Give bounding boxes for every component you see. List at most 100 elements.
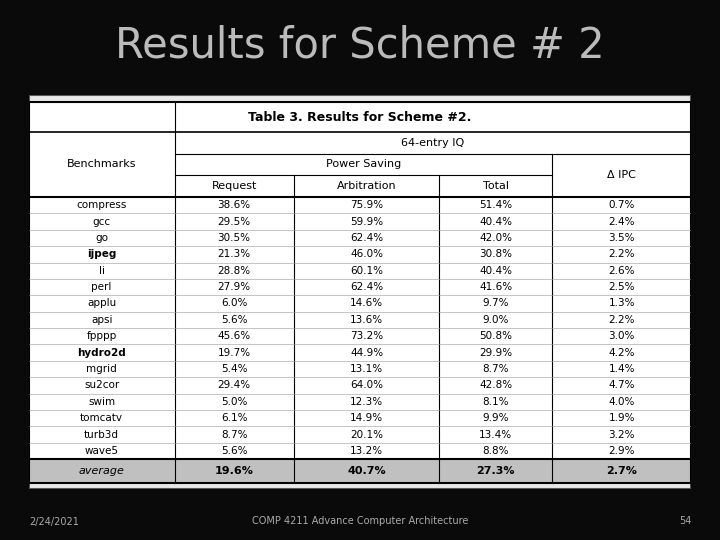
- Text: 5.6%: 5.6%: [221, 315, 248, 325]
- Text: 13.4%: 13.4%: [480, 429, 513, 440]
- Text: 5.6%: 5.6%: [221, 446, 248, 456]
- Text: 29.4%: 29.4%: [217, 380, 251, 390]
- Text: 8.8%: 8.8%: [482, 446, 509, 456]
- Text: 40.7%: 40.7%: [347, 466, 386, 476]
- Text: 60.1%: 60.1%: [350, 266, 383, 276]
- Text: 28.8%: 28.8%: [217, 266, 251, 276]
- Text: 62.4%: 62.4%: [350, 282, 383, 292]
- Text: Δ IPC: Δ IPC: [607, 170, 636, 180]
- Text: 29.9%: 29.9%: [480, 348, 513, 357]
- Text: 2.2%: 2.2%: [608, 315, 635, 325]
- FancyBboxPatch shape: [29, 459, 691, 483]
- Text: gcc: gcc: [93, 217, 111, 227]
- Text: 13.1%: 13.1%: [350, 364, 383, 374]
- Text: 2/24/2021: 2/24/2021: [29, 516, 78, 526]
- Text: 51.4%: 51.4%: [480, 200, 513, 210]
- Text: 9.9%: 9.9%: [482, 413, 509, 423]
- Text: perl: perl: [91, 282, 112, 292]
- Text: 4.0%: 4.0%: [608, 397, 635, 407]
- Text: 3.2%: 3.2%: [608, 429, 635, 440]
- Text: 8.1%: 8.1%: [482, 397, 509, 407]
- Text: 44.9%: 44.9%: [350, 348, 383, 357]
- Text: 2.9%: 2.9%: [608, 446, 635, 456]
- Text: 46.0%: 46.0%: [350, 249, 383, 259]
- Text: Request: Request: [212, 181, 257, 191]
- Text: 40.4%: 40.4%: [480, 217, 513, 227]
- Text: wave5: wave5: [85, 446, 119, 456]
- Text: 4.7%: 4.7%: [608, 380, 635, 390]
- Text: 9.7%: 9.7%: [482, 299, 509, 308]
- Text: 19.7%: 19.7%: [217, 348, 251, 357]
- Text: Results for Scheme # 2: Results for Scheme # 2: [115, 24, 605, 66]
- Text: 6.1%: 6.1%: [221, 413, 248, 423]
- Text: 5.0%: 5.0%: [221, 397, 248, 407]
- Text: Arbitration: Arbitration: [337, 181, 397, 191]
- Text: 29.5%: 29.5%: [217, 217, 251, 227]
- Text: 50.8%: 50.8%: [480, 331, 513, 341]
- Text: turb3d: turb3d: [84, 429, 120, 440]
- Text: 14.9%: 14.9%: [350, 413, 383, 423]
- Text: go: go: [95, 233, 108, 243]
- Text: Total: Total: [483, 181, 509, 191]
- Text: average: average: [78, 466, 125, 476]
- Text: hydro2d: hydro2d: [77, 348, 126, 357]
- Text: 2.7%: 2.7%: [606, 466, 637, 476]
- Text: 12.3%: 12.3%: [350, 397, 383, 407]
- Text: 9.0%: 9.0%: [482, 315, 509, 325]
- Text: 54: 54: [679, 516, 691, 526]
- Text: 6.0%: 6.0%: [221, 299, 248, 308]
- Text: 21.3%: 21.3%: [217, 249, 251, 259]
- Text: 13.6%: 13.6%: [350, 315, 383, 325]
- Text: 27.3%: 27.3%: [477, 466, 515, 476]
- Text: 14.6%: 14.6%: [350, 299, 383, 308]
- Text: 2.2%: 2.2%: [608, 249, 635, 259]
- Text: compress: compress: [76, 200, 127, 210]
- Text: 38.6%: 38.6%: [217, 200, 251, 210]
- Text: ijpeg: ijpeg: [87, 249, 117, 259]
- Text: 2.4%: 2.4%: [608, 217, 635, 227]
- FancyBboxPatch shape: [29, 94, 691, 489]
- Text: 3.0%: 3.0%: [608, 331, 635, 341]
- Text: COMP 4211 Advance Computer Architecture: COMP 4211 Advance Computer Architecture: [252, 516, 468, 526]
- Text: 45.6%: 45.6%: [217, 331, 251, 341]
- Text: 1.9%: 1.9%: [608, 413, 635, 423]
- Text: 0.7%: 0.7%: [608, 200, 635, 210]
- Text: fpppp: fpppp: [86, 331, 117, 341]
- Text: 27.9%: 27.9%: [217, 282, 251, 292]
- Text: Power Saving: Power Saving: [325, 159, 401, 170]
- Text: 8.7%: 8.7%: [221, 429, 248, 440]
- Text: 41.6%: 41.6%: [480, 282, 513, 292]
- Text: 1.4%: 1.4%: [608, 364, 635, 374]
- Text: 2.5%: 2.5%: [608, 282, 635, 292]
- Text: 20.1%: 20.1%: [350, 429, 383, 440]
- Text: 42.0%: 42.0%: [480, 233, 513, 243]
- Text: 13.2%: 13.2%: [350, 446, 383, 456]
- Text: 19.6%: 19.6%: [215, 466, 253, 476]
- Text: 8.7%: 8.7%: [482, 364, 509, 374]
- Text: 73.2%: 73.2%: [350, 331, 383, 341]
- Text: Table 3. Results for Scheme #2.: Table 3. Results for Scheme #2.: [248, 111, 472, 124]
- Text: 30.8%: 30.8%: [480, 249, 513, 259]
- Text: 4.2%: 4.2%: [608, 348, 635, 357]
- Text: tomcatv: tomcatv: [80, 413, 123, 423]
- Text: 1.3%: 1.3%: [608, 299, 635, 308]
- Text: li: li: [99, 266, 104, 276]
- Text: 3.5%: 3.5%: [608, 233, 635, 243]
- Text: apsi: apsi: [91, 315, 112, 325]
- Text: su2cor: su2cor: [84, 380, 120, 390]
- Text: mgrid: mgrid: [86, 364, 117, 374]
- Text: Benchmarks: Benchmarks: [67, 159, 136, 170]
- Text: 59.9%: 59.9%: [350, 217, 383, 227]
- Text: 42.8%: 42.8%: [480, 380, 513, 390]
- Text: 30.5%: 30.5%: [217, 233, 251, 243]
- Text: 2.6%: 2.6%: [608, 266, 635, 276]
- Text: 40.4%: 40.4%: [480, 266, 513, 276]
- Text: swim: swim: [88, 397, 115, 407]
- Text: 5.4%: 5.4%: [221, 364, 248, 374]
- Text: 64-entry IQ: 64-entry IQ: [401, 138, 464, 148]
- Text: 75.9%: 75.9%: [350, 200, 383, 210]
- Text: 64.0%: 64.0%: [350, 380, 383, 390]
- Text: applu: applu: [87, 299, 117, 308]
- FancyBboxPatch shape: [29, 103, 691, 483]
- Text: 62.4%: 62.4%: [350, 233, 383, 243]
